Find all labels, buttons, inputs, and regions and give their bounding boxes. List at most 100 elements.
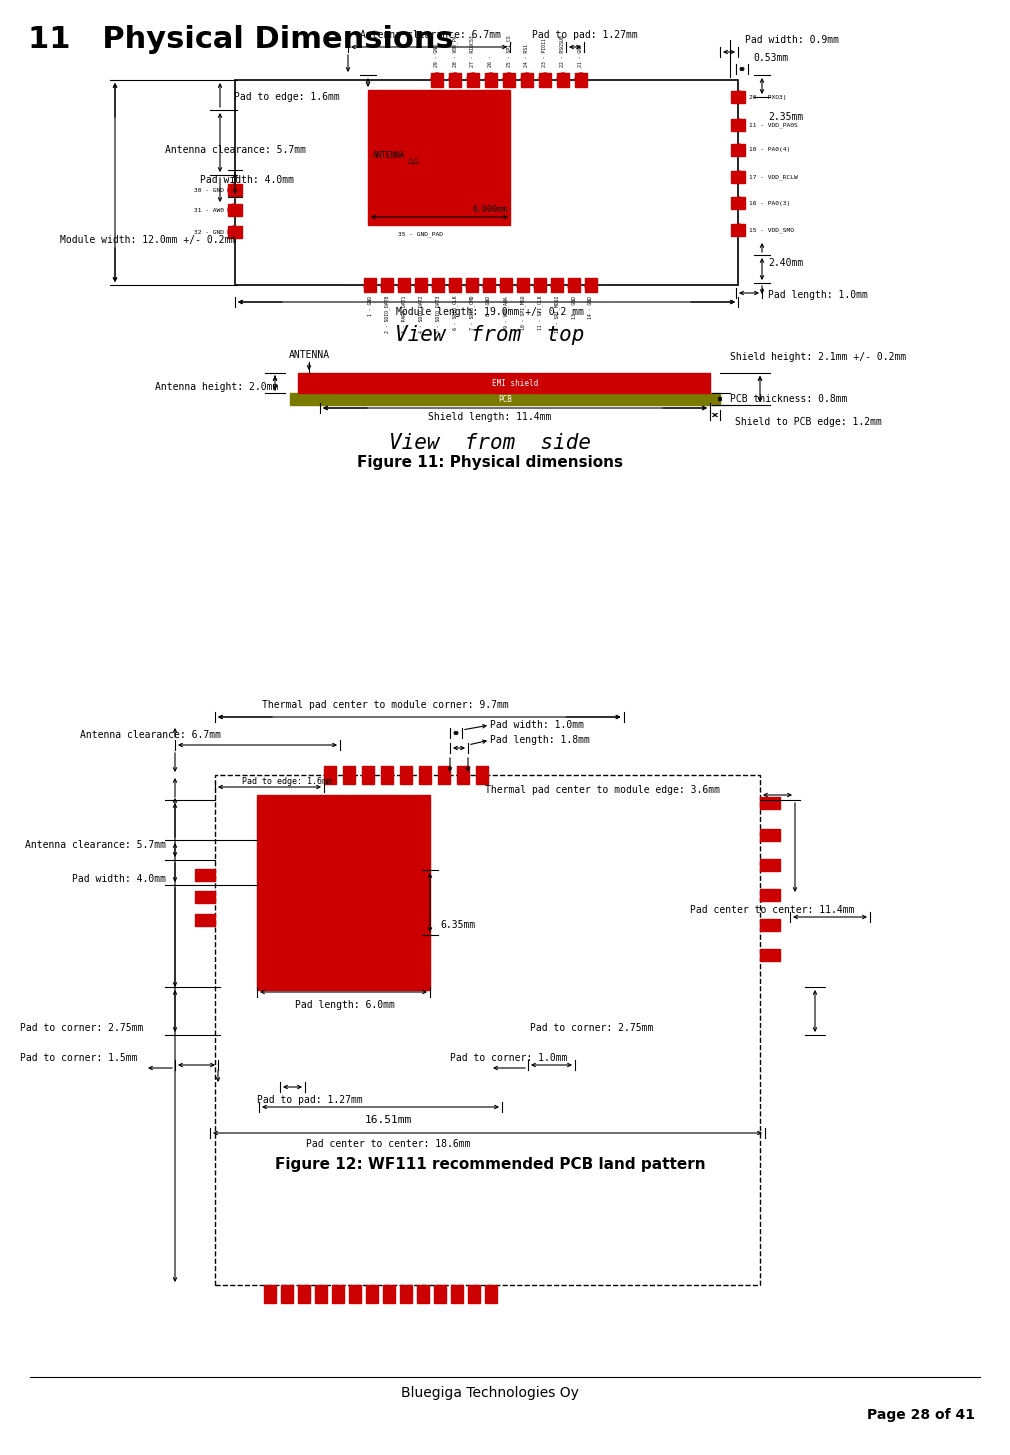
Polygon shape [738, 172, 745, 183]
Bar [476, 765, 488, 784]
Text: 21 - GND: 21 - GND [579, 44, 584, 67]
Bar [500, 278, 512, 292]
Bar [466, 278, 478, 292]
Bar [585, 278, 597, 292]
Bar [731, 92, 745, 103]
Text: △△: △△ [408, 156, 420, 164]
Text: 13 - GND: 13 - GND [572, 295, 577, 319]
Polygon shape [449, 73, 461, 80]
Bar [731, 144, 745, 156]
Bar [551, 278, 563, 292]
Text: 12 - SPI_MOSI: 12 - SPI_MOSI [554, 295, 560, 333]
Bar [228, 226, 242, 239]
Polygon shape [483, 285, 495, 292]
Text: 32 - GND: 32 - GND [194, 230, 224, 234]
Bar [521, 73, 533, 87]
Text: PCB: PCB [498, 394, 512, 403]
Bar [485, 1285, 497, 1304]
Bar [362, 765, 374, 784]
Bar [760, 889, 780, 901]
Polygon shape [449, 285, 461, 292]
Bar [400, 765, 412, 784]
Bar [449, 73, 461, 87]
Text: Pad length: 1.0mm: Pad length: 1.0mm [768, 290, 868, 300]
Bar [485, 73, 497, 87]
Text: Pad width: 0.9mm: Pad width: 0.9mm [745, 35, 839, 45]
Bar [257, 794, 430, 989]
Bar [419, 765, 431, 784]
Text: 28 - VDD_PA: 28 - VDD_PA [452, 35, 458, 67]
Bar [449, 278, 461, 292]
Text: Antenna clearance: 6.7mm: Antenna clearance: 6.7mm [360, 31, 501, 39]
Text: 4 - SDIO_DAT2: 4 - SDIO_DAT2 [418, 295, 424, 333]
Bar [343, 765, 355, 784]
Text: 15 - VDD_SMO: 15 - VDD_SMO [749, 227, 794, 233]
Polygon shape [467, 73, 479, 80]
Text: Pad width: 4.0mm: Pad width: 4.0mm [200, 175, 294, 185]
Text: Pad to corner: 2.75mm: Pad to corner: 2.75mm [20, 1023, 143, 1033]
Polygon shape [431, 73, 443, 80]
Bar [298, 1285, 310, 1304]
Text: 10 - SPI_MSO: 10 - SPI_MSO [520, 295, 526, 330]
Bar [320, 372, 710, 393]
Polygon shape [534, 285, 546, 292]
Text: 23 - PIO11: 23 - PIO11 [542, 38, 547, 67]
Text: Pad to pad: 1.27mm: Pad to pad: 1.27mm [532, 31, 638, 39]
Text: 6.000mm: 6.000mm [473, 205, 507, 214]
Bar [383, 1285, 395, 1304]
Text: 2.35mm: 2.35mm [768, 112, 803, 122]
Text: 16 - PA0(3): 16 - PA0(3) [749, 201, 790, 205]
Polygon shape [485, 73, 497, 80]
Text: 6.35mm: 6.35mm [440, 920, 476, 930]
Polygon shape [738, 119, 745, 131]
Text: Bluegiga Technologies Oy: Bluegiga Technologies Oy [401, 1387, 579, 1400]
Polygon shape [517, 285, 529, 292]
Bar [195, 869, 215, 880]
Bar [503, 73, 515, 87]
Text: Antenna clearance: 5.7mm: Antenna clearance: 5.7mm [25, 840, 166, 850]
Polygon shape [432, 285, 444, 292]
Text: Thermal pad center to module edge: 3.6mm: Thermal pad center to module edge: 3.6mm [485, 786, 720, 794]
Bar [731, 224, 745, 236]
Text: 16.51mm: 16.51mm [365, 1115, 412, 1125]
Bar [457, 765, 469, 784]
Polygon shape [521, 73, 533, 80]
Bar [534, 278, 546, 292]
Bar [517, 278, 529, 292]
Text: Shield height: 2.1mm +/- 0.2mm: Shield height: 2.1mm +/- 0.2mm [730, 352, 906, 362]
Text: Pad to corner: 2.75mm: Pad to corner: 2.75mm [530, 1023, 653, 1033]
Bar [235, 80, 738, 285]
Text: Figure 11: Physical dimensions: Figure 11: Physical dimensions [357, 455, 623, 470]
Polygon shape [503, 73, 515, 80]
Text: 6 - SDIO_CLK: 6 - SDIO_CLK [452, 295, 458, 330]
Bar [417, 1285, 429, 1304]
Bar [557, 73, 569, 87]
Polygon shape [575, 73, 587, 80]
Text: Thermal pad center to module corner: 9.7mm: Thermal pad center to module corner: 9.7… [262, 700, 508, 710]
Bar [415, 278, 427, 292]
Polygon shape [228, 183, 235, 196]
Text: Pad center to center: 18.6mm: Pad center to center: 18.6mm [306, 1139, 471, 1149]
Text: Antenna clearance: 5.7mm: Antenna clearance: 5.7mm [165, 146, 306, 156]
Text: View  from  side: View from side [389, 434, 591, 453]
Bar [760, 949, 780, 960]
Bar [364, 278, 376, 292]
Text: 2.40mm: 2.40mm [768, 258, 803, 268]
Text: 2 - SDIO_DAT0: 2 - SDIO_DAT0 [384, 295, 390, 333]
Text: Pad length: 6.0mm: Pad length: 6.0mm [295, 1000, 395, 1010]
Bar [290, 393, 720, 404]
Bar [228, 204, 242, 215]
Text: 9 - VDD_ANA: 9 - VDD_ANA [503, 295, 509, 327]
Bar [731, 172, 745, 183]
Text: 24 - RS1: 24 - RS1 [524, 44, 529, 67]
Bar [431, 73, 443, 87]
Polygon shape [738, 224, 745, 236]
Bar [195, 914, 215, 925]
Text: 11 - VDD_PA0S: 11 - VDD_PA0S [749, 122, 798, 128]
Text: 22 - RSGSUU: 22 - RSGSUU [561, 35, 566, 67]
Bar [368, 90, 510, 226]
Text: 11   Physical Dimensions: 11 Physical Dimensions [28, 25, 453, 54]
Bar [468, 1285, 480, 1304]
Text: Antenna clearance: 6.7mm: Antenna clearance: 6.7mm [80, 730, 221, 741]
Text: 14 - GND: 14 - GND [589, 295, 594, 319]
